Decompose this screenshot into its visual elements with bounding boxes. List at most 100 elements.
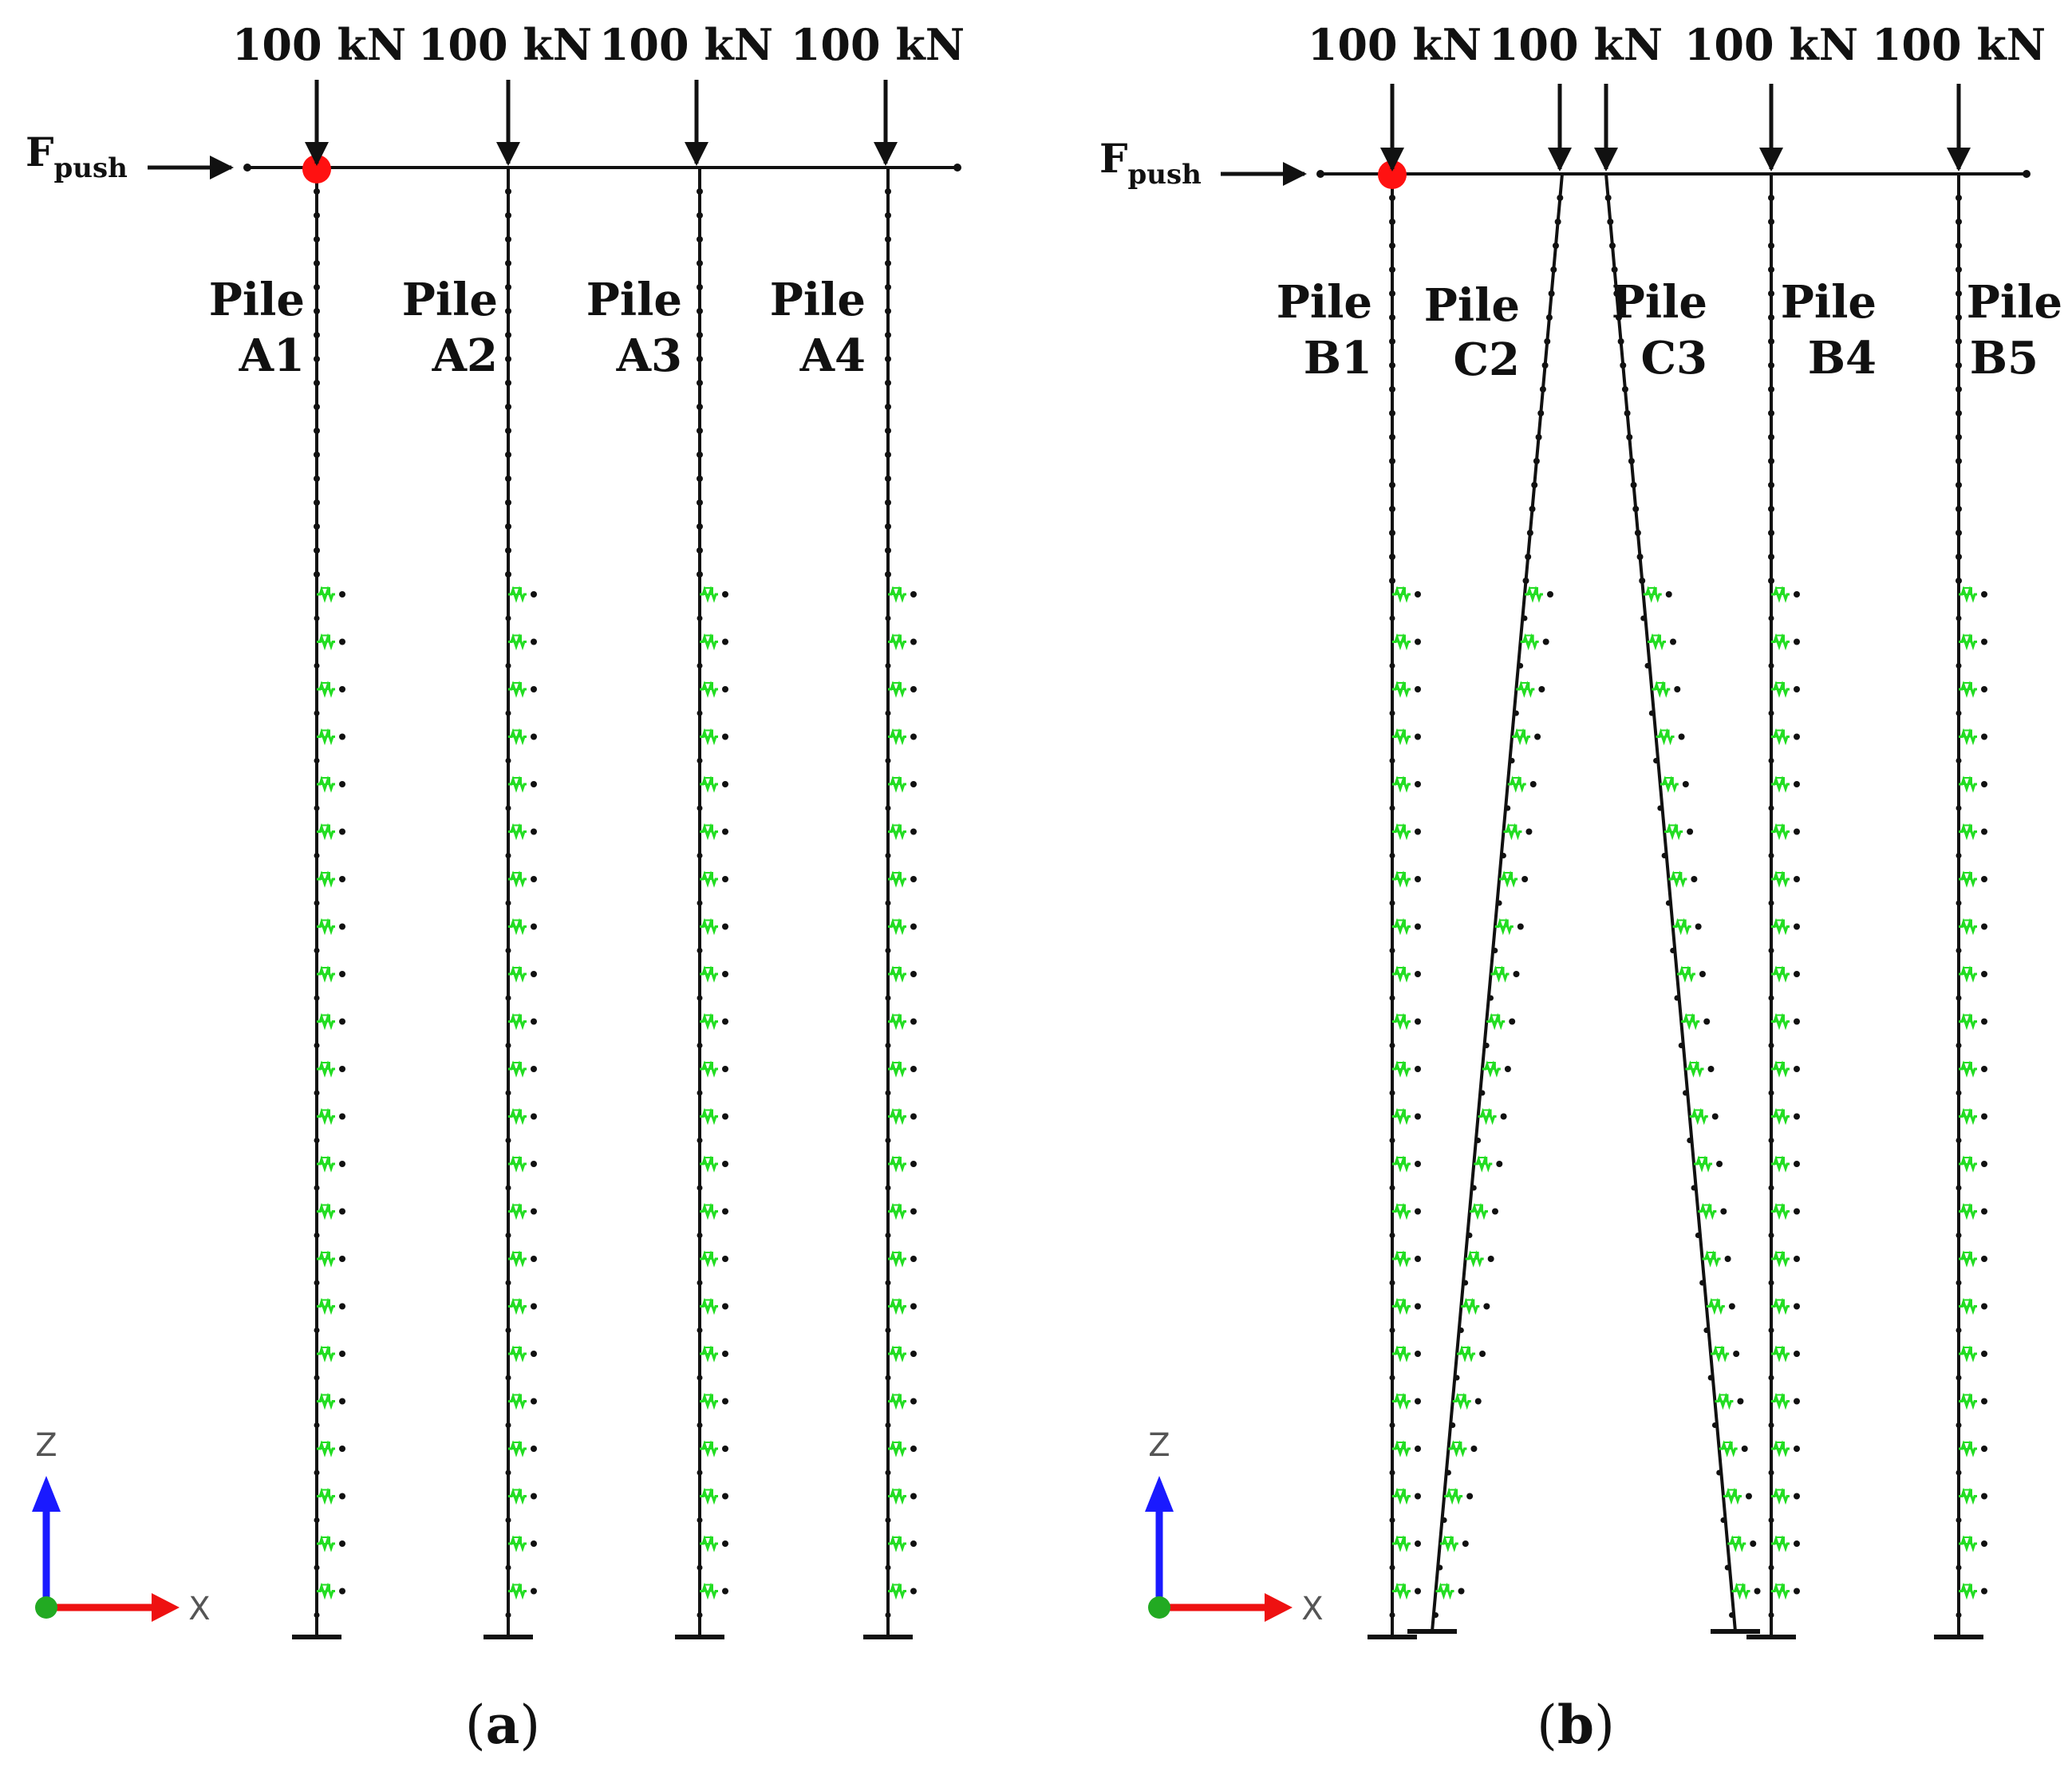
soil-spring bbox=[888, 1392, 917, 1410]
caption-a: (a) bbox=[465, 1694, 540, 1756]
pile-node bbox=[1768, 1185, 1774, 1191]
soil-spring bbox=[1643, 586, 1672, 603]
pile-node bbox=[1768, 1280, 1774, 1286]
pile-label-c2-word: Pile bbox=[1424, 279, 1520, 332]
pile-node bbox=[505, 308, 511, 314]
push-force-label-b: Fpush bbox=[1099, 135, 1202, 191]
soil-spring bbox=[1771, 680, 1800, 698]
pile-node bbox=[885, 948, 891, 953]
pile-node bbox=[314, 1233, 320, 1238]
axis-origin-b bbox=[1148, 1596, 1170, 1619]
soil-spring bbox=[1959, 965, 1987, 983]
pile-node bbox=[505, 1090, 511, 1096]
pile-label-b4-id: B4 bbox=[1808, 332, 1877, 385]
pile-node bbox=[1389, 1090, 1395, 1096]
pile-node bbox=[1674, 995, 1680, 1001]
z-axis-head-a bbox=[32, 1476, 61, 1512]
pile-node bbox=[1389, 338, 1395, 345]
soil-spring bbox=[1524, 586, 1553, 603]
pile-node bbox=[1956, 948, 1962, 953]
pile-node bbox=[697, 499, 703, 506]
soil-spring bbox=[700, 1582, 728, 1600]
soil-spring bbox=[888, 728, 917, 746]
pile-node bbox=[697, 452, 703, 458]
pile-node bbox=[885, 1327, 891, 1333]
soil-spring bbox=[317, 680, 345, 698]
pile-node bbox=[1483, 1043, 1490, 1048]
soil-spring bbox=[700, 1487, 728, 1505]
pile-node bbox=[1699, 1280, 1706, 1286]
pile-node bbox=[885, 1185, 891, 1191]
soil-spring bbox=[508, 633, 537, 651]
soil-spring bbox=[1392, 1345, 1421, 1363]
pile-node bbox=[314, 1185, 320, 1191]
pile-node bbox=[1956, 1612, 1962, 1618]
pile-node bbox=[1956, 266, 1962, 273]
soil-spring bbox=[1648, 633, 1677, 651]
soil-spring bbox=[1448, 1440, 1478, 1458]
pile-node bbox=[1768, 1564, 1774, 1571]
pile-c3 bbox=[1604, 173, 1761, 1634]
pile-label-a1-word: Pile bbox=[209, 274, 305, 326]
soil-spring bbox=[317, 1060, 345, 1078]
soil-spring bbox=[1392, 1535, 1421, 1552]
soil-spring bbox=[1439, 1535, 1469, 1552]
pile-node bbox=[505, 452, 511, 458]
pile-node bbox=[697, 1422, 703, 1428]
pile-node bbox=[1956, 458, 1962, 464]
pile-node bbox=[1522, 578, 1529, 584]
pile-node bbox=[885, 615, 891, 621]
soil-spring bbox=[1959, 775, 1987, 793]
pile-node bbox=[314, 404, 320, 410]
beam-end-node-a-right bbox=[953, 164, 961, 172]
pile-node bbox=[697, 212, 703, 219]
pile-node bbox=[1437, 1564, 1443, 1571]
soil-spring bbox=[700, 1345, 728, 1363]
pile-node bbox=[885, 404, 891, 410]
soil-spring bbox=[888, 1440, 917, 1458]
pile-node bbox=[1521, 615, 1528, 621]
axis-triad-b: Z X bbox=[1145, 1427, 1324, 1627]
pile-node bbox=[1630, 482, 1637, 488]
pile-node bbox=[1768, 758, 1774, 763]
pile-node bbox=[314, 308, 320, 314]
pile-node bbox=[697, 1327, 703, 1333]
soil-spring bbox=[1959, 1487, 1987, 1505]
z-axis-head-b bbox=[1145, 1476, 1174, 1512]
pile-node bbox=[314, 571, 320, 578]
soil-spring bbox=[700, 1060, 728, 1078]
soil-spring bbox=[1959, 1250, 1987, 1268]
soil-spring bbox=[700, 728, 728, 746]
soil-spring bbox=[888, 1202, 917, 1221]
soil-spring bbox=[700, 775, 728, 793]
pile-node bbox=[1956, 853, 1962, 858]
soil-spring bbox=[1444, 1487, 1474, 1505]
pile-node bbox=[1768, 338, 1774, 345]
pile-node bbox=[314, 995, 320, 1001]
pile-node bbox=[314, 805, 320, 811]
pile-node bbox=[1389, 266, 1395, 273]
pile-node bbox=[1768, 663, 1774, 669]
pile-node bbox=[505, 380, 511, 386]
soil-spring bbox=[1520, 633, 1549, 651]
soil-spring bbox=[317, 1250, 345, 1268]
pile-node bbox=[1768, 1043, 1774, 1048]
soil-spring bbox=[508, 1202, 537, 1221]
pile-node bbox=[1445, 1469, 1451, 1476]
pile-label-a3-word: Pile bbox=[586, 274, 682, 326]
pile-node bbox=[1768, 615, 1774, 621]
soil-spring bbox=[700, 965, 728, 983]
pile-node bbox=[314, 1422, 320, 1428]
soil-spring bbox=[1727, 1535, 1757, 1552]
pile-node bbox=[1529, 506, 1536, 512]
pile-node bbox=[1389, 482, 1395, 488]
soil-spring bbox=[508, 917, 537, 936]
pile-node bbox=[505, 1280, 511, 1286]
soil-spring bbox=[1392, 917, 1421, 936]
soil-spring bbox=[1392, 1582, 1421, 1600]
pile-node bbox=[314, 710, 320, 716]
soil-spring bbox=[1711, 1345, 1740, 1363]
pile-node bbox=[697, 523, 703, 530]
pile-node bbox=[1389, 900, 1395, 906]
pile-node bbox=[1703, 1327, 1710, 1333]
